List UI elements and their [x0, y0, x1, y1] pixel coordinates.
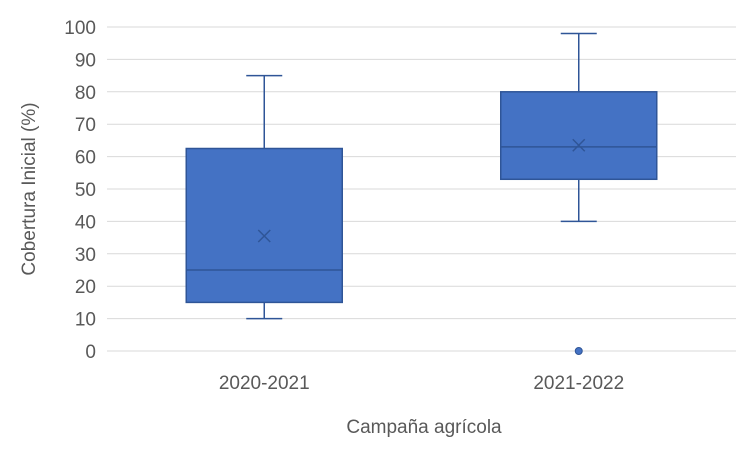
- y-tick-label: 0: [85, 342, 96, 363]
- x-axis-title: Campaña agrícola: [346, 417, 502, 438]
- y-tick-label: 30: [75, 245, 96, 266]
- box-2020-2021: [185, 74, 343, 320]
- box-2021-2022: [500, 32, 658, 355]
- iqr-box: [500, 91, 658, 181]
- mean-marker: [572, 138, 586, 152]
- y-tick-label: 70: [75, 115, 96, 136]
- x-axis-ticks: 2020-2021 2021-2022: [219, 373, 624, 394]
- y-axis-title: Cobertura Inicial (%): [19, 102, 40, 275]
- y-tick-label: 60: [75, 148, 96, 169]
- y-tick-label: 20: [75, 277, 96, 298]
- y-tick-label: 50: [75, 180, 96, 201]
- x-tick-label: 2021-2022: [533, 373, 624, 394]
- x-tick-label: 2020-2021: [219, 373, 310, 394]
- y-tick-label: 90: [75, 50, 96, 71]
- iqr-box: [185, 147, 343, 304]
- y-tick-label: 10: [75, 310, 96, 331]
- boxes: [185, 32, 658, 355]
- y-tick-label: 100: [64, 18, 96, 39]
- mean-marker: [257, 229, 271, 243]
- outlier-point: [574, 347, 583, 355]
- y-tick-label: 40: [75, 212, 96, 233]
- y-tick-label: 80: [75, 83, 96, 104]
- y-axis-ticks: 0 10 20 30 40 50 60 70 80 90 100: [64, 18, 96, 363]
